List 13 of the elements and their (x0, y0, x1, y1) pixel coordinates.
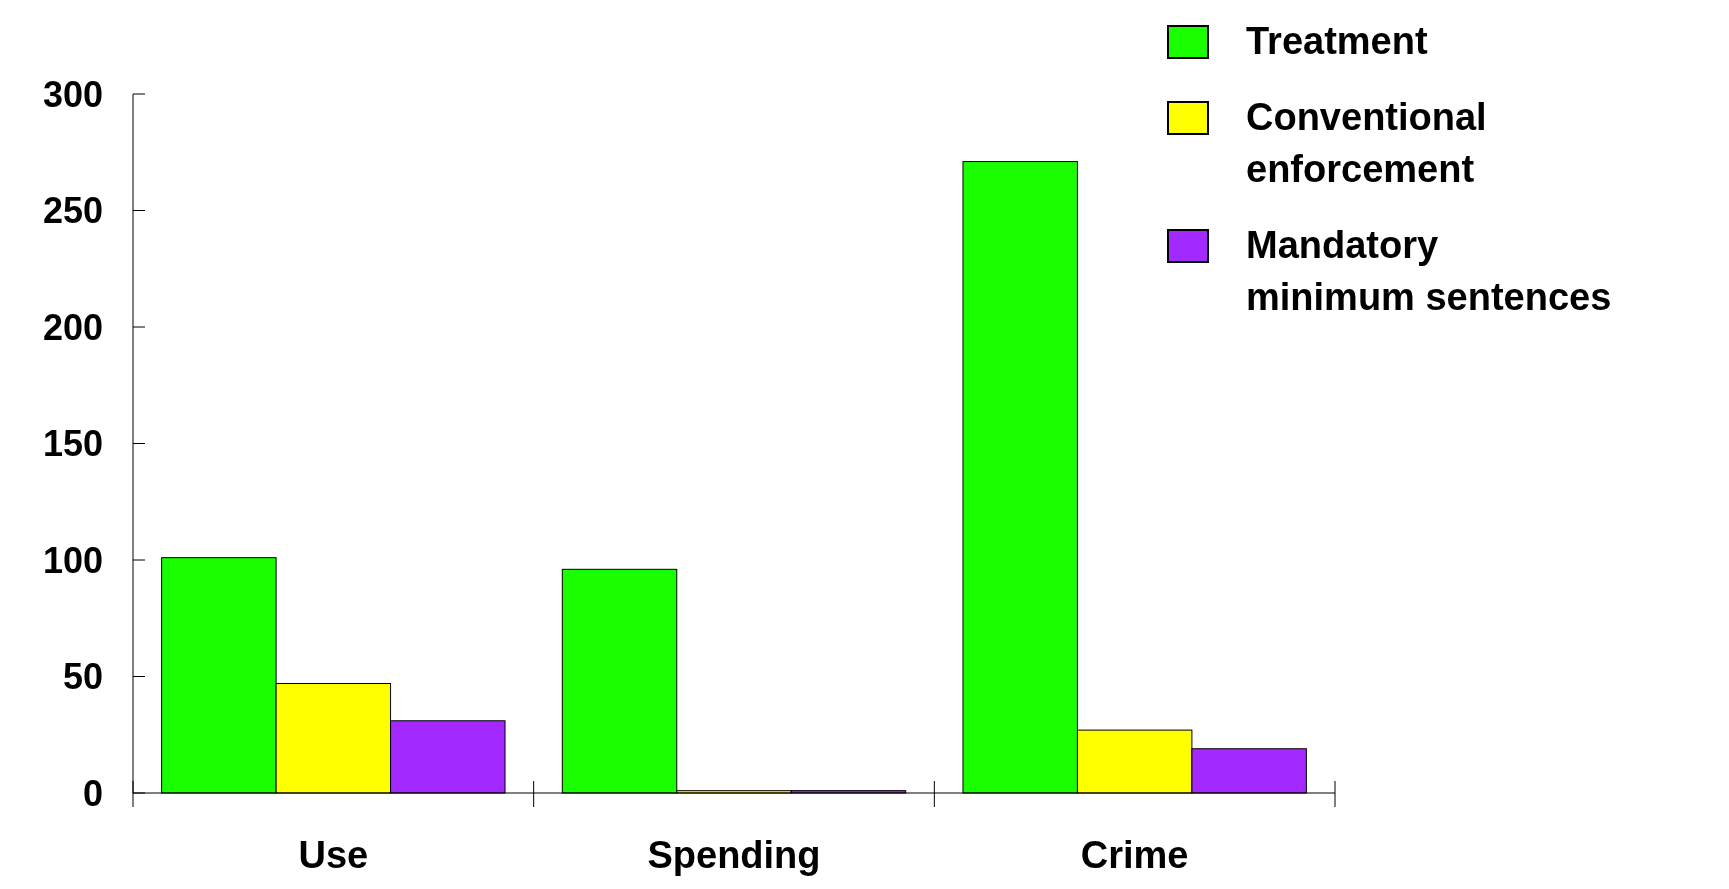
y-tick-label: 200 (42, 306, 103, 348)
y-tick-label: 100 (42, 539, 103, 581)
x-tick-label: Crime (1080, 834, 1189, 876)
legend-label: Conventional enforcement (1246, 96, 1487, 190)
x-tick-label: Spending (647, 834, 821, 876)
legend-label: Treatment (1246, 20, 1428, 62)
y-tick-label: 0 (82, 772, 103, 814)
y-tick-label: 150 (42, 423, 103, 465)
legend-label: Mandatory minimum sentences (1246, 224, 1612, 318)
y-tick-label: 250 (42, 190, 103, 232)
y-tick-label: 300 (42, 73, 103, 115)
y-tick-label: 50 (62, 656, 103, 698)
x-tick-label: Use (298, 834, 369, 876)
